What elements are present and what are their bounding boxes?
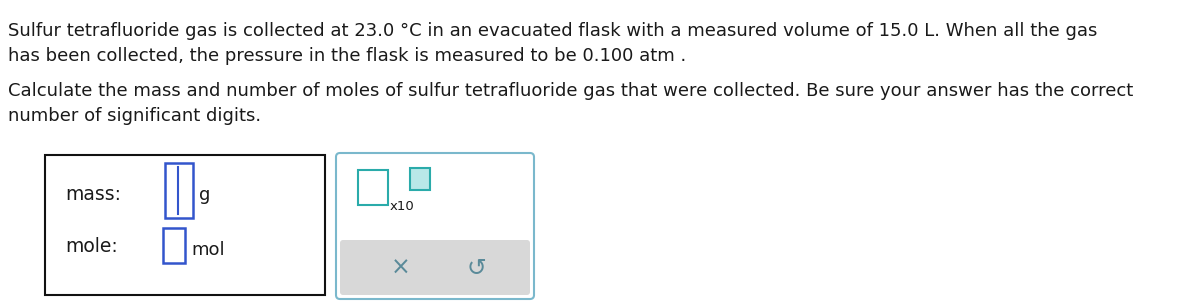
Text: Calculate the mass and number of moles of sulfur tetrafluoride gas that were col: Calculate the mass and number of moles o…	[8, 82, 1133, 100]
FancyBboxPatch shape	[340, 240, 530, 295]
Bar	[358, 170, 388, 205]
Text: mol: mol	[191, 241, 224, 259]
Text: x10: x10	[390, 200, 415, 213]
Text: mass:: mass:	[65, 185, 121, 204]
Text: mole:: mole:	[65, 237, 118, 256]
Bar	[46, 155, 325, 295]
Text: has been collected, the pressure in the flask is measured to be 0.100 atm .: has been collected, the pressure in the …	[8, 47, 686, 65]
Text: g: g	[199, 186, 210, 204]
Bar	[166, 163, 193, 218]
FancyBboxPatch shape	[336, 153, 534, 299]
Text: ↺: ↺	[467, 256, 487, 279]
Text: Sulfur tetrafluoride gas is collected at 23.0 °C in an evacuated flask with a me: Sulfur tetrafluoride gas is collected at…	[8, 22, 1097, 40]
Text: ×: ×	[391, 256, 410, 279]
Bar	[163, 228, 185, 263]
Bar	[410, 168, 430, 190]
Text: number of significant digits.: number of significant digits.	[8, 107, 262, 125]
